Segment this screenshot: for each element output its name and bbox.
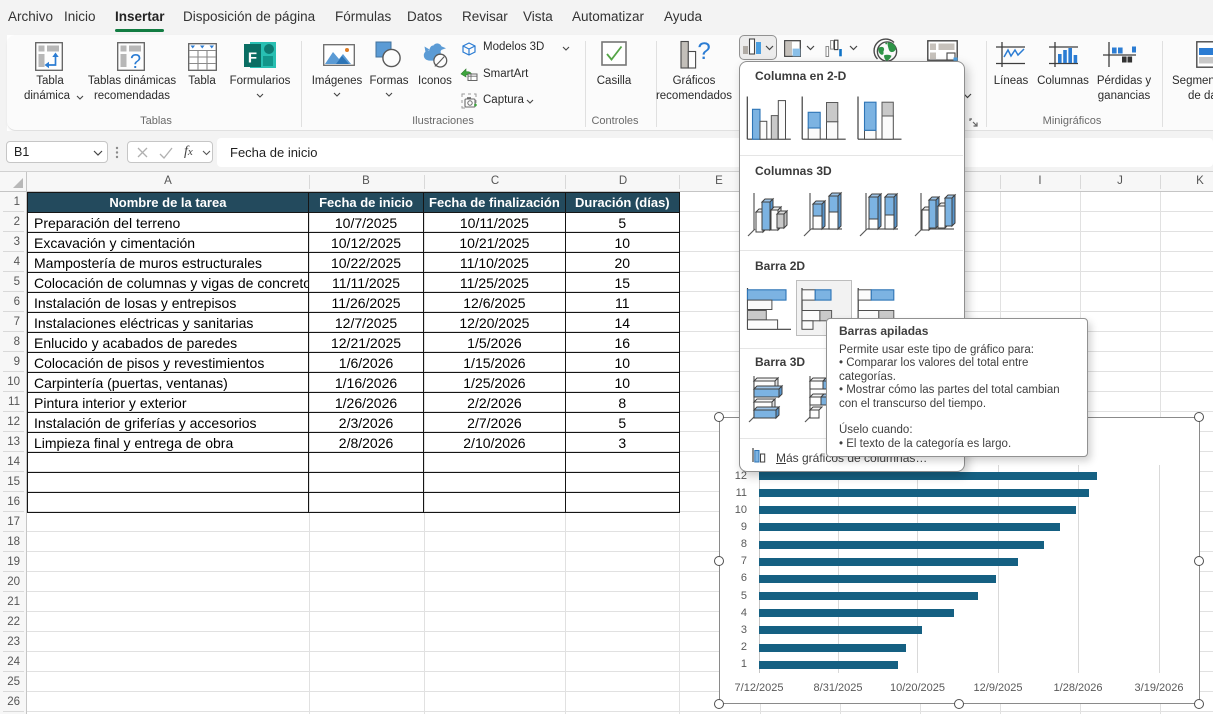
svg-text:?: ? [697, 40, 710, 65]
svg-text:F: F [248, 50, 257, 67]
svg-text:?: ? [130, 51, 141, 71]
